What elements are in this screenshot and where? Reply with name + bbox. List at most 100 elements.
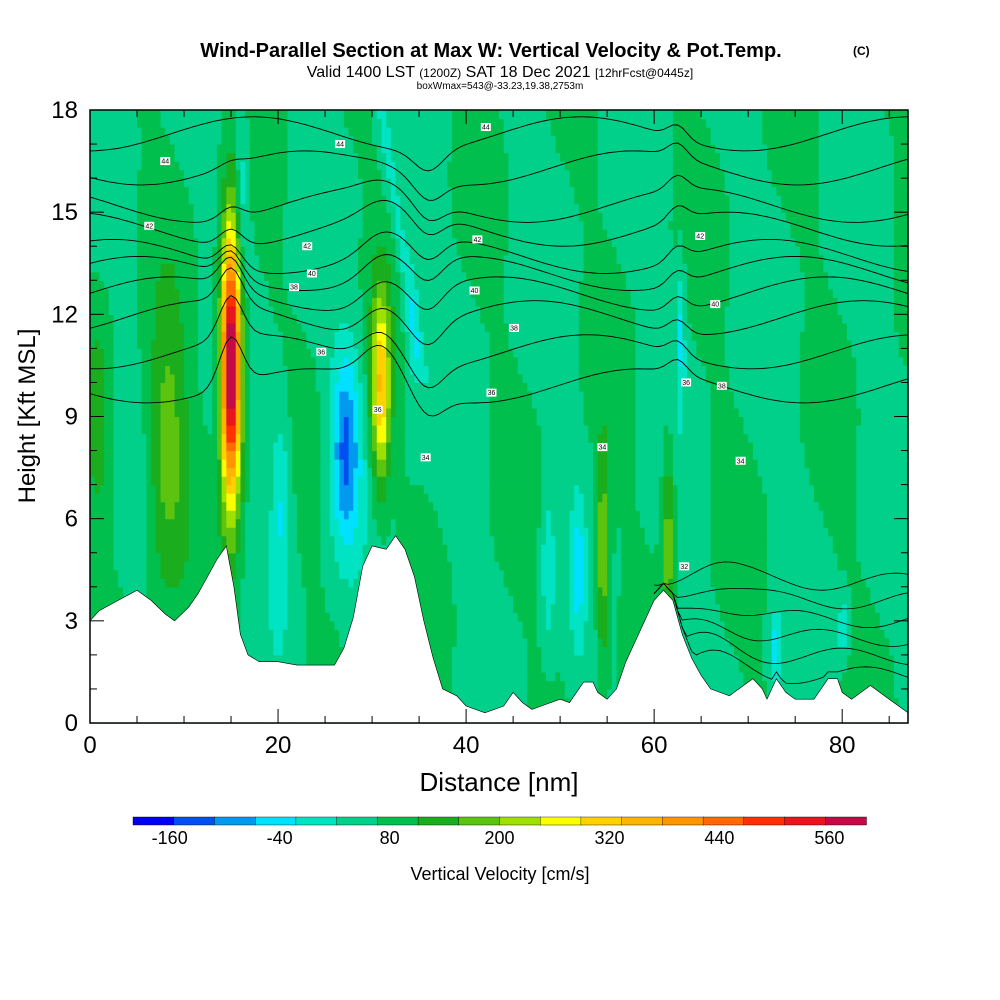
w-cell — [90, 271, 96, 281]
w-cell — [118, 254, 124, 264]
w-cell — [179, 348, 185, 358]
w-cell — [141, 390, 148, 401]
w-cell — [334, 535, 340, 545]
w-cell — [343, 493, 350, 503]
w-cell — [155, 373, 162, 384]
w-cell — [404, 501, 411, 511]
w-cell — [259, 629, 265, 639]
w-cell — [386, 110, 392, 120]
w-cell — [235, 127, 242, 137]
w-cell — [207, 535, 213, 545]
w-cell — [113, 254, 119, 264]
w-cell — [240, 297, 246, 307]
w-cell — [249, 178, 256, 188]
w-cell — [273, 178, 279, 188]
w-cell — [325, 246, 331, 256]
w-cell — [362, 135, 368, 145]
w-cell — [263, 161, 270, 171]
w-cell — [386, 271, 392, 281]
w-cell — [343, 527, 350, 537]
w-cell — [376, 152, 383, 162]
w-cell — [287, 484, 293, 494]
w-cell — [343, 110, 350, 120]
w-cell — [395, 484, 401, 494]
w-cell — [231, 280, 237, 290]
w-cell — [174, 527, 180, 537]
w-cell — [184, 416, 190, 426]
w-cell — [343, 195, 350, 205]
w-cell — [254, 510, 260, 520]
w-cell — [188, 586, 195, 596]
w-cell — [212, 186, 218, 196]
w-cell — [343, 510, 350, 520]
w-cell — [357, 229, 364, 239]
w-cell — [184, 578, 190, 588]
w-cell — [249, 118, 256, 128]
w-cell — [259, 544, 265, 554]
w-cell — [165, 203, 171, 213]
w-cell — [108, 595, 115, 605]
w-cell — [141, 254, 148, 264]
w-cell — [235, 195, 242, 205]
w-cell — [353, 450, 359, 460]
w-cell — [240, 586, 246, 596]
w-cell — [287, 578, 293, 588]
w-cell — [151, 110, 157, 120]
w-cell — [113, 578, 119, 588]
w-cell — [169, 442, 176, 452]
w-cell — [287, 527, 293, 537]
w-cell — [188, 237, 195, 247]
w-cell — [207, 561, 213, 571]
w-cell — [198, 399, 204, 409]
w-cell — [146, 535, 152, 545]
w-cell — [127, 390, 133, 401]
w-cell — [343, 229, 350, 239]
w-cell — [348, 476, 354, 486]
w-cell — [240, 169, 246, 179]
w-cell — [122, 237, 129, 247]
w-cell — [273, 348, 279, 358]
w-cell — [198, 169, 204, 179]
w-cell — [108, 578, 115, 588]
w-cell — [221, 450, 227, 460]
w-cell — [390, 288, 397, 298]
w-cell — [357, 161, 364, 171]
w-cell — [263, 220, 270, 230]
w-cell — [202, 339, 209, 349]
w-cell — [325, 288, 331, 298]
w-cell — [390, 254, 397, 264]
w-cell — [296, 595, 303, 605]
w-cell — [198, 416, 204, 426]
w-cell — [282, 552, 289, 562]
w-cell — [188, 442, 195, 452]
w-cell — [198, 339, 204, 349]
w-cell — [137, 373, 143, 384]
w-cell — [104, 144, 110, 154]
w-cell — [296, 152, 303, 162]
w-cell — [306, 476, 312, 486]
w-cell — [362, 535, 368, 545]
w-cell — [169, 433, 176, 443]
w-cell — [90, 518, 96, 528]
w-cell — [362, 297, 368, 307]
w-cell — [282, 493, 289, 503]
w-cell — [127, 484, 133, 494]
w-cell — [90, 169, 96, 179]
w-cell — [339, 305, 345, 315]
w-cell — [296, 169, 303, 179]
w-cell — [287, 442, 293, 452]
w-cell — [263, 322, 270, 332]
w-cell — [108, 373, 115, 384]
w-cell — [315, 510, 321, 520]
w-cell — [310, 442, 317, 452]
w-cell — [367, 527, 373, 537]
w-cell — [94, 442, 101, 452]
w-cell — [198, 365, 204, 375]
w-cell — [231, 476, 237, 486]
w-cell — [94, 110, 101, 120]
w-cell — [122, 561, 129, 571]
w-cell — [249, 569, 256, 579]
w-cell — [301, 186, 307, 196]
w-cell — [122, 305, 129, 315]
w-cell — [301, 459, 307, 469]
